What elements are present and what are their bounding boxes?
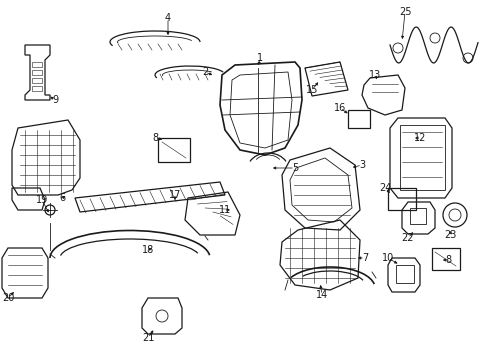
- Text: 11: 11: [219, 205, 231, 215]
- Text: 20: 20: [2, 293, 14, 303]
- Bar: [409, 208, 425, 224]
- Text: 6: 6: [59, 193, 65, 203]
- Text: 25: 25: [398, 7, 410, 17]
- Text: 8: 8: [444, 255, 450, 265]
- Text: 22: 22: [401, 233, 413, 243]
- Bar: [347, 110, 369, 128]
- Bar: [387, 188, 415, 210]
- Text: 17: 17: [168, 190, 181, 200]
- Text: 19: 19: [36, 195, 48, 205]
- Text: 1: 1: [256, 53, 263, 63]
- Text: 15: 15: [305, 85, 318, 95]
- Text: 10: 10: [381, 253, 393, 263]
- Text: 23: 23: [443, 230, 455, 240]
- Text: 14: 14: [315, 290, 327, 300]
- Text: 5: 5: [291, 163, 298, 173]
- Text: 12: 12: [413, 133, 426, 143]
- Text: 21: 21: [142, 333, 154, 343]
- Bar: [32, 86, 42, 91]
- Text: 13: 13: [368, 70, 380, 80]
- Text: 9: 9: [52, 95, 58, 105]
- Text: 8: 8: [152, 133, 158, 143]
- Bar: [395, 265, 413, 283]
- Text: 4: 4: [164, 13, 171, 23]
- Text: 24: 24: [378, 183, 390, 193]
- Text: 18: 18: [142, 245, 154, 255]
- Bar: [32, 78, 42, 83]
- Text: 7: 7: [361, 253, 367, 263]
- Bar: [431, 248, 459, 270]
- Text: 2: 2: [202, 67, 208, 77]
- Text: 16: 16: [333, 103, 346, 113]
- Bar: [158, 138, 190, 162]
- Bar: [399, 125, 444, 190]
- Text: 3: 3: [358, 160, 365, 170]
- Bar: [32, 70, 42, 75]
- Bar: [32, 62, 42, 67]
